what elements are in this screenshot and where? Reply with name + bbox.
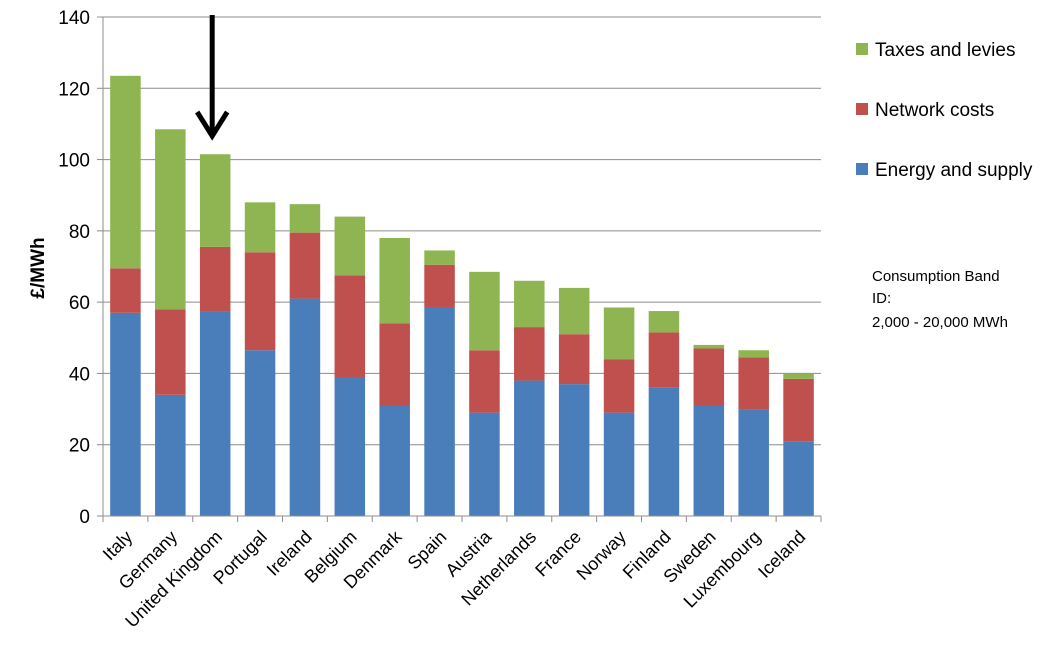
legend-swatch-energy-and-supply — [856, 163, 868, 175]
bar-energy-and-supply-finland — [648, 387, 680, 516]
x-category-label: Iceland — [754, 527, 809, 582]
bar-network-costs-norway — [603, 359, 635, 413]
bar-taxes-and-levies-finland — [648, 311, 680, 333]
arrow-head — [195, 110, 230, 141]
bars — [110, 75, 814, 516]
bar-energy-and-supply-sweden — [693, 405, 725, 516]
bar-taxes-and-levies-united-kingdom — [199, 154, 231, 247]
bar-network-costs-france — [558, 334, 590, 385]
bar-network-costs-iceland — [783, 378, 814, 442]
bar-network-costs-belgium — [334, 275, 366, 377]
note-line-3: 2,000 - 20,000 MWh — [872, 314, 1008, 331]
note-line-1: Consumption Band — [872, 268, 1000, 285]
bar-network-costs-united-kingdom — [199, 246, 231, 312]
bar-taxes-and-levies-sweden — [693, 344, 725, 349]
bar-energy-and-supply-spain — [424, 307, 455, 516]
bar-taxes-and-levies-denmark — [379, 237, 410, 324]
bar-network-costs-finland — [648, 332, 680, 388]
bar-taxes-and-levies-france — [558, 287, 590, 335]
bar-energy-and-supply-germany — [155, 394, 186, 516]
bar-taxes-and-levies-spain — [424, 250, 455, 265]
y-tick-label: 60 — [69, 293, 90, 314]
bar-network-costs-spain — [424, 264, 455, 308]
bar-energy-and-supply-luxembourg — [738, 409, 769, 516]
bar-network-costs-denmark — [379, 323, 410, 406]
bar-energy-and-supply-portugal — [244, 350, 276, 516]
bar-energy-and-supply-ireland — [289, 298, 321, 516]
bar-taxes-and-levies-norway — [603, 307, 635, 360]
x-category-label: Italy — [99, 527, 136, 564]
bar-energy-and-supply-denmark — [379, 405, 410, 516]
legend-swatch-network-costs — [856, 103, 868, 115]
bar-taxes-and-levies-iceland — [783, 373, 814, 379]
y-tick-label: 20 — [69, 436, 90, 457]
highlight-arrow — [195, 15, 230, 141]
legend-label-energy-and-supply: Energy and supply — [875, 160, 1033, 181]
bar-taxes-and-levies-luxembourg — [738, 350, 769, 358]
bar-network-costs-sweden — [693, 348, 725, 406]
y-tick-label: 100 — [58, 151, 90, 172]
bar-network-costs-italy — [110, 268, 141, 313]
bar-energy-and-supply-netherlands — [514, 380, 545, 516]
bar-network-costs-portugal — [244, 252, 276, 351]
bar-taxes-and-levies-austria — [469, 271, 500, 351]
bar-energy-and-supply-iceland — [783, 441, 814, 516]
x-category-label: Norway — [573, 527, 630, 584]
bar-network-costs-austria — [469, 350, 500, 413]
y-axis-label: £/MWh — [28, 237, 49, 298]
axes — [97, 16, 822, 522]
bar-network-costs-luxembourg — [738, 357, 769, 410]
bar-taxes-and-levies-belgium — [334, 216, 366, 276]
bar-taxes-and-levies-ireland — [289, 204, 321, 233]
bar-energy-and-supply-italy — [110, 312, 141, 516]
y-tick-label: 0 — [79, 507, 90, 528]
legend-swatch-taxes-and-levies — [856, 43, 868, 55]
legend-label-network-costs: Network costs — [875, 100, 994, 121]
bar-network-costs-germany — [155, 309, 186, 395]
y-tick-label: 40 — [69, 364, 90, 385]
bar-network-costs-ireland — [289, 232, 321, 299]
legend-label-taxes-and-levies: Taxes and levies — [875, 40, 1015, 61]
bar-energy-and-supply-france — [558, 384, 590, 516]
note-line-2: ID: — [872, 290, 891, 307]
consumption-band-note: Consumption Band ID: 2,000 - 20,000 MWh — [872, 268, 1008, 331]
bar-taxes-and-levies-portugal — [244, 202, 276, 253]
bar-taxes-and-levies-germany — [155, 129, 186, 310]
legend: Taxes and levies Network costs Energy and … — [856, 40, 1033, 181]
bar-energy-and-supply-united-kingdom — [199, 311, 231, 516]
y-tick-labels: 0 20 40 60 80 100 120 140 — [58, 8, 90, 528]
bar-energy-and-supply-belgium — [334, 376, 366, 516]
y-tick-label: 120 — [58, 79, 90, 100]
y-tick-label: 80 — [69, 222, 90, 243]
bar-network-costs-netherlands — [514, 327, 545, 381]
bar-energy-and-supply-norway — [603, 412, 635, 516]
bar-taxes-and-levies-netherlands — [514, 280, 545, 328]
bar-energy-and-supply-austria — [469, 412, 500, 516]
y-tick-label: 140 — [58, 8, 90, 29]
bar-taxes-and-levies-italy — [110, 75, 141, 269]
